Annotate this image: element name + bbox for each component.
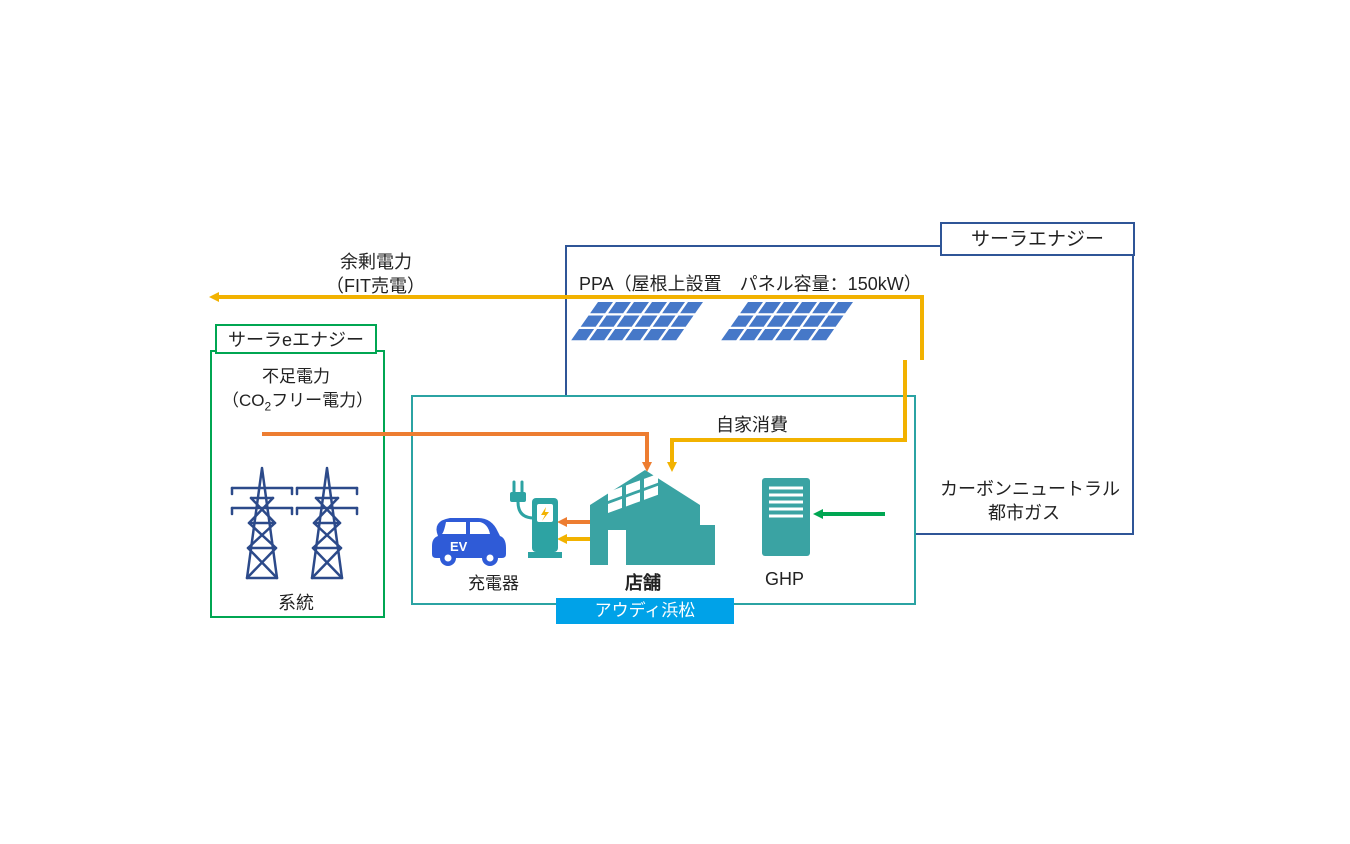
self-consume-text: 自家消費	[716, 415, 788, 435]
store-text: 店舗	[625, 573, 661, 593]
surplus-text-2: （FIT売電）	[326, 276, 425, 296]
shortage-label-1: 不足電力	[262, 362, 330, 387]
ppa-label: PPA（屋根上設置 パネル容量：150kW）	[579, 270, 922, 296]
sala-energy-title-text: サーラエナジー	[971, 229, 1104, 250]
self-consume-label: 自家消費	[716, 411, 788, 437]
sala-e-energy-title-text: サーラeエナジー	[228, 330, 364, 350]
grid-text: 系統	[278, 593, 314, 613]
surplus-label-2: （FIT売電）	[326, 272, 425, 298]
co2-suffix: フリー電力）	[271, 391, 373, 410]
surplus-label-1: 余剰電力	[340, 248, 412, 274]
audi-label: アウディ浜松	[556, 598, 734, 624]
ppa-text: PPA（屋根上設置 パネル容量：150kW）	[579, 274, 922, 294]
audi-label-text: アウディ浜松	[595, 601, 696, 620]
grid-label: 系統	[278, 589, 314, 615]
cn-gas-label-1: カーボンニュートラル	[940, 475, 1120, 501]
shortage-label-2: （CO2フリー電力）	[222, 386, 373, 413]
cn-gas-text-1: カーボンニュートラル	[940, 479, 1120, 499]
store-label: 店舗	[625, 569, 661, 595]
surplus-text-1: 余剰電力	[340, 252, 412, 272]
ghp-label: GHP	[765, 569, 804, 590]
shortage-text: 不足電力	[262, 367, 330, 386]
co2-prefix: （CO	[222, 391, 265, 410]
charger-text: 充電器	[468, 574, 519, 593]
cn-gas-text-2: 都市ガス	[988, 503, 1060, 523]
ghp-text: GHP	[765, 569, 804, 589]
charger-label: 充電器	[468, 569, 519, 594]
sala-energy-title: サーラエナジー	[940, 222, 1135, 256]
sala-e-energy-title: サーラeエナジー	[215, 324, 377, 354]
cn-gas-label-2: 都市ガス	[988, 499, 1060, 525]
